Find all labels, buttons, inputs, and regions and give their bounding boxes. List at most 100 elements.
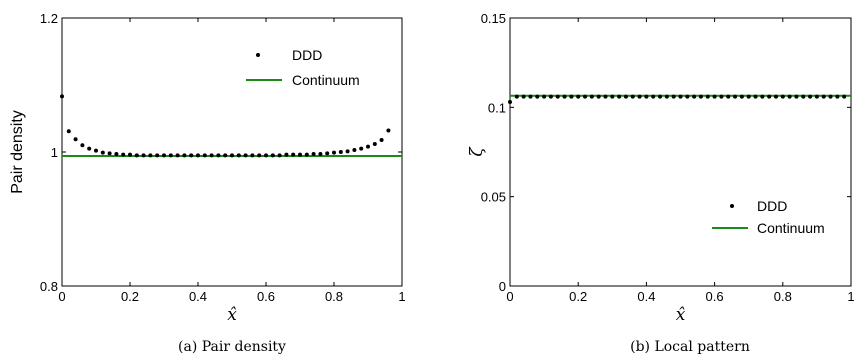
data-point-ddd	[780, 94, 785, 99]
data-point-ddd	[548, 94, 553, 99]
data-point-ddd	[60, 94, 64, 99]
x-axis-label: x̂	[676, 305, 686, 325]
y-tick-label: 0.1	[488, 100, 506, 115]
y-tick-label: 0.05	[481, 190, 506, 205]
data-point-ddd	[705, 94, 710, 99]
data-point-ddd	[739, 94, 744, 99]
data-point-ddd	[712, 94, 717, 99]
data-point-ddd	[685, 94, 690, 99]
plot-frame	[509, 17, 852, 287]
data-point-ddd	[386, 128, 391, 133]
data-point-ddd	[345, 149, 350, 154]
data-point-ddd	[134, 153, 139, 158]
data-point-ddd	[644, 94, 649, 99]
data-point-ddd	[216, 153, 221, 158]
data-point-ddd	[583, 94, 588, 99]
plot-frame	[61, 17, 403, 287]
data-point-ddd	[243, 153, 248, 158]
data-point-ddd	[100, 150, 105, 155]
x-tick-label: 0.8	[325, 289, 343, 304]
x-tick-label: 0.6	[257, 289, 275, 304]
y-axis-label: ζ	[467, 146, 487, 157]
x-tick-label: 0	[506, 289, 513, 304]
y-tick-label: 0.8	[40, 279, 58, 294]
legend-marker-ddd	[256, 53, 260, 57]
data-point-ddd	[842, 94, 847, 99]
data-point-ddd	[325, 151, 330, 156]
data-point-ddd	[264, 153, 268, 158]
data-point-ddd	[128, 152, 132, 157]
data-point-ddd	[277, 153, 282, 158]
data-point-ddd	[270, 153, 275, 158]
y-axis-label: Pair density	[9, 110, 26, 194]
x-tick-label: 0.2	[121, 289, 139, 304]
data-point-ddd	[114, 152, 119, 157]
data-point-ddd	[352, 147, 357, 152]
data-point-ddd	[692, 94, 697, 99]
data-point-ddd	[733, 94, 738, 99]
y-tick-label: 1.2	[40, 11, 58, 26]
data-point-ddd	[87, 146, 92, 151]
x-tick-label: 0	[58, 289, 65, 304]
legend: DDD Continuum	[712, 198, 825, 236]
data-point-ddd	[148, 153, 153, 158]
data-point-ddd	[107, 151, 112, 156]
data-point-ddd	[821, 94, 826, 99]
data-point-ddd	[726, 94, 731, 99]
data-point-ddd	[664, 94, 669, 99]
data-point-ddd	[196, 153, 200, 158]
chart-panel-1: 0 0.2 0.4 0.6 0.8 1 0.8 1 1.2 x̂ Pair density DDD Co…	[9, 11, 406, 355]
legend-label-continuum: Continuum	[757, 220, 825, 236]
data-point-ddd	[298, 152, 302, 157]
data-point-ddd	[372, 141, 377, 146]
data-point-ddd	[814, 94, 819, 99]
y-tick-label: 0	[499, 279, 506, 294]
subfigure-caption: (a) Pair density	[178, 339, 286, 355]
data-point-ddd	[332, 150, 336, 155]
data-point-ddd	[651, 94, 656, 99]
y-tick-label: 0.15	[481, 11, 506, 26]
data-point-ddd	[175, 153, 180, 158]
data-point-ddd	[223, 153, 228, 158]
data-point-ddd	[555, 94, 560, 99]
data-point-ddd	[73, 137, 78, 142]
data-point-ddd	[719, 94, 724, 99]
x-tick-label: 0.4	[637, 289, 655, 304]
x-tick-label: 0.2	[569, 289, 587, 304]
data-point-ddd	[562, 94, 567, 99]
data-point-ddd	[366, 144, 370, 149]
data-point-ddd	[753, 94, 758, 99]
data-point-ddd	[630, 94, 635, 99]
y-tick-label: 1	[51, 145, 58, 160]
data-point-ddd	[535, 94, 540, 99]
data-point-ddd	[658, 94, 663, 99]
data-point-ddd	[318, 152, 323, 157]
data-point-ddd	[767, 94, 772, 99]
data-point-ddd	[637, 94, 642, 99]
data-point-ddd	[589, 94, 594, 99]
data-point-ddd	[250, 153, 255, 158]
data-point-ddd	[189, 153, 194, 158]
data-point-ddd	[359, 146, 364, 151]
data-point-ddd	[787, 94, 792, 99]
x-tick-label: 0.6	[706, 289, 724, 304]
data-point-ddd	[678, 94, 683, 99]
legend: DDD Continuum	[246, 47, 360, 88]
data-point-ddd	[236, 153, 241, 158]
x-tick-label: 1	[847, 289, 854, 304]
data-point-ddd	[808, 94, 813, 99]
data-point-ddd	[698, 94, 703, 99]
legend-label-ddd: DDD	[292, 47, 322, 63]
data-point-ddd	[304, 152, 309, 157]
x-axis-label: x̂	[227, 305, 237, 325]
data-point-ddd	[230, 153, 234, 158]
data-point-ddd	[291, 152, 296, 157]
x-tick-label: 0.4	[189, 289, 207, 304]
data-point-ddd	[182, 153, 187, 158]
data-point-ddd	[162, 153, 166, 158]
data-point-ddd	[603, 94, 608, 99]
data-point-ddd	[596, 94, 601, 99]
data-point-ddd	[610, 94, 615, 99]
data-point-ddd	[141, 153, 146, 158]
data-point-ddd	[835, 94, 840, 99]
